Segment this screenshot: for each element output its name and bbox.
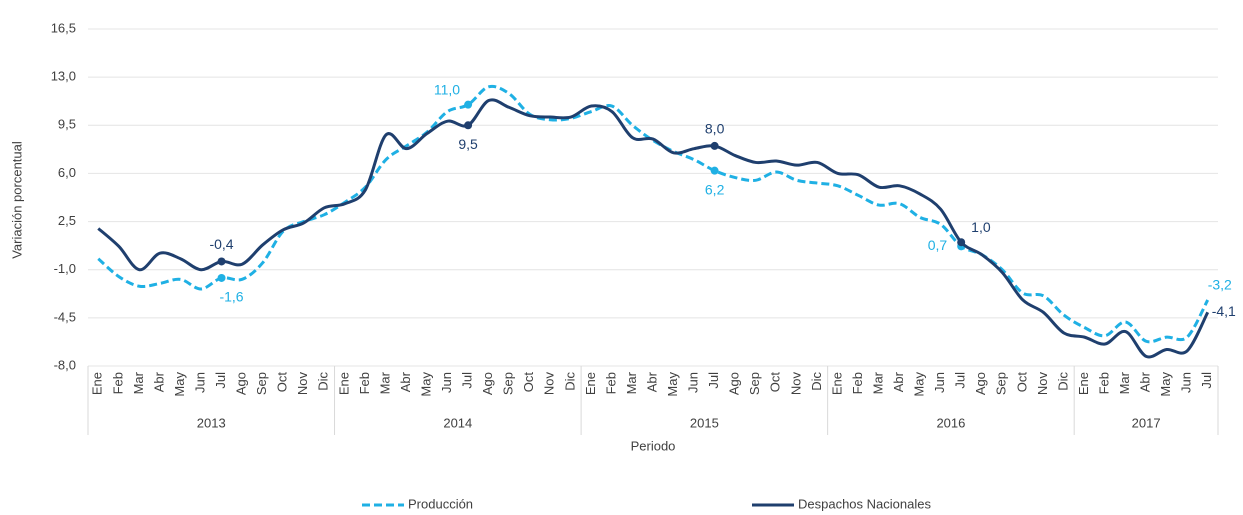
legend-label: Despachos Nacionales xyxy=(798,496,931,511)
year-label: 2015 xyxy=(690,415,719,430)
x-tick-label: Ene xyxy=(336,372,351,395)
x-tick-label: Nov xyxy=(788,372,803,396)
x-tick-label: Ene xyxy=(90,372,105,395)
x-tick-label: Jul xyxy=(460,372,475,389)
x-tick-label: Ene xyxy=(829,372,844,395)
y-axis-title: Variación porcentual xyxy=(9,141,24,259)
x-tick-label: Ago xyxy=(973,372,988,395)
x-tick-label: Ene xyxy=(1076,372,1091,395)
x-tick-label: Feb xyxy=(357,372,372,394)
data-point xyxy=(957,238,966,247)
x-tick-label: Oct xyxy=(1014,372,1029,393)
y-tick-label: 6,0 xyxy=(58,165,76,180)
data-point xyxy=(710,166,719,175)
x-tick-label: Abr xyxy=(891,371,906,392)
data-label: 9,5 xyxy=(458,136,478,152)
legend-label: Producción xyxy=(408,496,473,511)
x-tick-label: Jul xyxy=(706,372,721,389)
data-point xyxy=(464,100,473,109)
year-label: 2014 xyxy=(443,415,472,430)
data-label: 0,7 xyxy=(928,237,948,253)
y-tick-label: 2,5 xyxy=(58,213,76,228)
x-tick-label: Dic xyxy=(562,372,577,391)
x-tick-label: Feb xyxy=(603,372,618,394)
year-label: 2017 xyxy=(1132,415,1161,430)
x-tick-label: Abr xyxy=(1138,371,1153,392)
x-tick-label: Mar xyxy=(870,371,885,394)
data-point xyxy=(217,257,226,266)
x-tick-label: Ago xyxy=(727,372,742,395)
x-tick-label: Jun xyxy=(439,372,454,393)
x-tick-label: Jul xyxy=(213,372,228,389)
x-tick-label: Dic xyxy=(316,372,331,391)
data-label: -1,6 xyxy=(219,289,243,305)
x-tick-label: May xyxy=(912,372,927,397)
y-tick-label: -4,5 xyxy=(54,309,76,324)
x-tick-label: Feb xyxy=(850,372,865,394)
x-tick-label: May xyxy=(1158,372,1173,397)
line-series xyxy=(97,84,1210,344)
x-tick-label: Ago xyxy=(480,372,495,395)
x-tick-label: Mar xyxy=(377,371,392,394)
x-tick-label: Abr xyxy=(644,371,659,392)
y-tick-label: -8,0 xyxy=(54,357,76,372)
y-tick-label: -1,0 xyxy=(54,261,76,276)
x-tick-label: Oct xyxy=(521,372,536,393)
data-label: -3,2 xyxy=(1208,277,1232,293)
x-tick-label: Feb xyxy=(110,372,125,394)
data-point xyxy=(217,273,226,282)
data-label: 8,0 xyxy=(705,121,725,137)
x-tick-label: Sep xyxy=(994,372,1009,395)
x-tick-label: Mar xyxy=(131,371,146,394)
x-tick-label: May xyxy=(418,372,433,397)
x-tick-label: Ene xyxy=(583,372,598,395)
x-tick-label: Jul xyxy=(1199,372,1214,389)
x-tick-label: Sep xyxy=(254,372,269,395)
data-point xyxy=(464,121,473,130)
x-tick-label: Feb xyxy=(1096,372,1111,394)
x-tick-label: Nov xyxy=(542,372,557,396)
data-label: -0,4 xyxy=(209,236,233,252)
x-axis-title: Periodo xyxy=(631,438,676,453)
x-tick-label: Nov xyxy=(295,372,310,396)
x-tick-label: Ago xyxy=(234,372,249,395)
x-tick-label: May xyxy=(665,372,680,397)
x-tick-label: May xyxy=(172,372,187,397)
data-label: -4,1 xyxy=(1212,303,1236,319)
x-tick-label: Dic xyxy=(809,372,824,391)
y-tick-label: 9,5 xyxy=(58,117,76,132)
year-label: 2013 xyxy=(197,415,226,430)
x-tick-label: Oct xyxy=(768,372,783,393)
data-label: 1,0 xyxy=(971,219,991,235)
y-tick-label: 16,5 xyxy=(51,20,76,35)
x-tick-label: Jun xyxy=(1179,372,1194,393)
x-tick-label: Oct xyxy=(275,372,290,393)
x-tick-label: Dic xyxy=(1055,372,1070,391)
data-label: 11,0 xyxy=(434,81,460,97)
x-tick-label: Jun xyxy=(932,372,947,393)
x-tick-label: Sep xyxy=(747,372,762,395)
line-series xyxy=(97,98,1210,359)
x-tick-label: Nov xyxy=(1035,372,1050,396)
data-point xyxy=(710,141,719,150)
x-tick-label: Jul xyxy=(953,372,968,389)
x-tick-label: Mar xyxy=(624,371,639,394)
x-tick-label: Jun xyxy=(686,372,701,393)
x-tick-label: Abr xyxy=(151,371,166,392)
data-label: 6,2 xyxy=(705,181,725,197)
year-label: 2016 xyxy=(936,415,965,430)
x-tick-label: Mar xyxy=(1117,371,1132,394)
x-tick-label: Abr xyxy=(398,371,413,392)
y-tick-label: 13,0 xyxy=(51,69,76,84)
x-tick-label: Sep xyxy=(501,372,516,395)
x-tick-label: Jun xyxy=(192,372,207,393)
